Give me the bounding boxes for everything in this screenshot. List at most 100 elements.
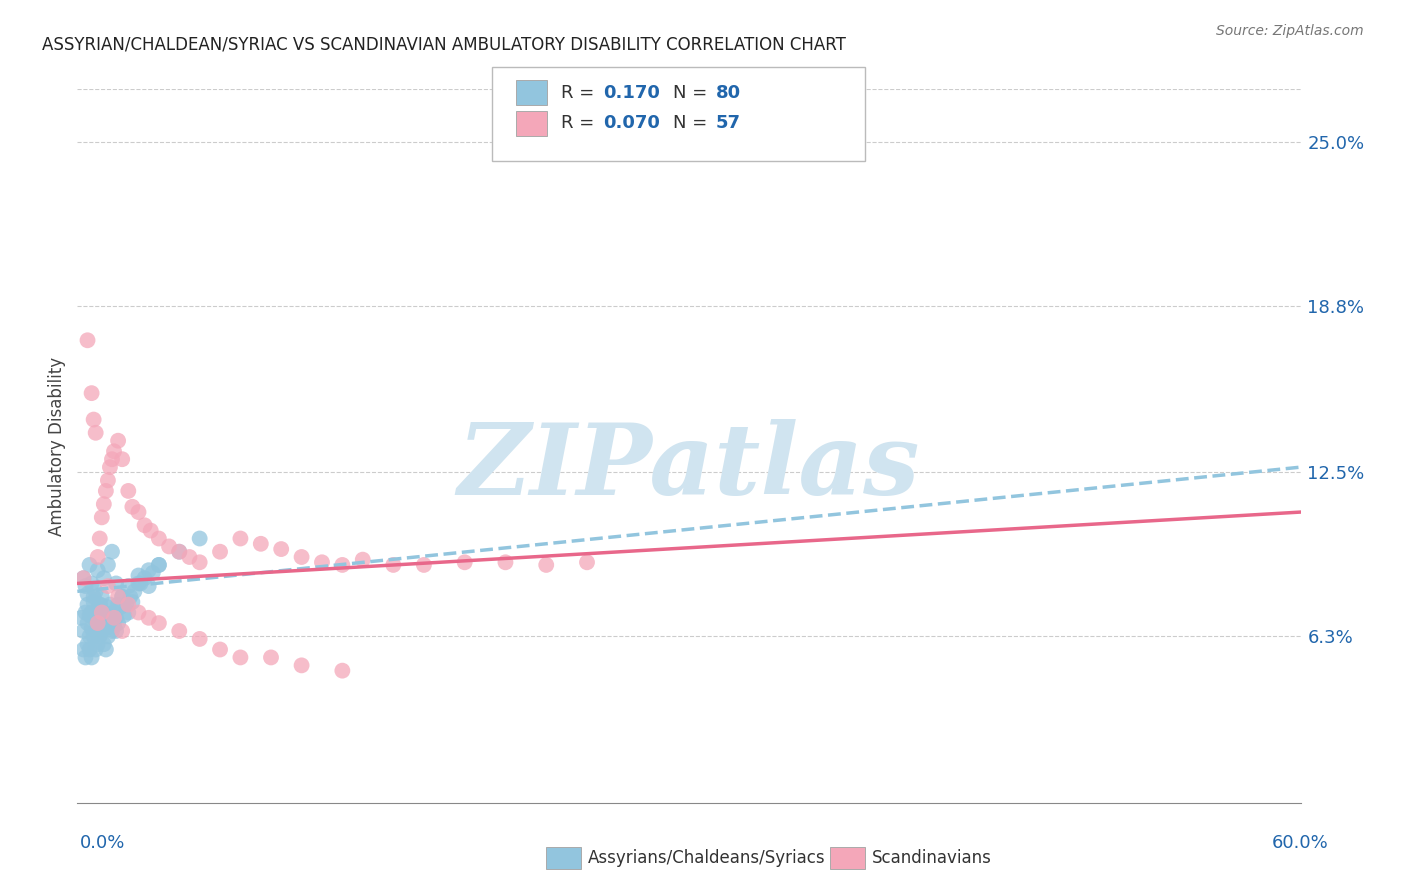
Point (291, 549, 314, 564)
Point (121, 500, 143, 514)
Point (87, 549, 110, 564)
Point (101, 608, 124, 623)
Point (89, 598, 111, 612)
Point (576, 555, 599, 569)
Text: Scandinavians: Scandinavians (872, 849, 991, 867)
Point (332, 664, 354, 678)
Point (495, 555, 517, 569)
Point (80, 621, 103, 635)
Point (108, 600, 131, 615)
Point (87, 603, 110, 617)
Point (229, 650, 252, 665)
Point (188, 532, 211, 546)
Point (169, 545, 191, 559)
Point (101, 452, 124, 467)
Point (103, 606, 125, 620)
Point (107, 590, 129, 604)
Point (105, 576, 128, 591)
Point (112, 608, 135, 623)
Point (148, 616, 170, 631)
Text: 60.0%: 60.0% (1272, 834, 1329, 852)
Point (128, 568, 150, 582)
Point (79, 629, 101, 643)
Point (148, 532, 170, 546)
Text: 0.0%: 0.0% (80, 834, 125, 852)
Point (209, 642, 232, 657)
Point (209, 545, 232, 559)
Point (454, 555, 477, 569)
Point (87, 618, 110, 632)
Point (93, 606, 115, 620)
Point (260, 650, 283, 665)
Point (97, 579, 120, 593)
Point (352, 552, 374, 566)
Point (90, 624, 112, 638)
Point (169, 624, 191, 638)
Point (107, 434, 129, 448)
Point (103, 618, 125, 632)
Text: 80: 80 (716, 84, 741, 102)
Point (79, 608, 101, 623)
Point (90, 608, 112, 623)
Text: Assyrians/Chaldeans/Syriacs: Assyrians/Chaldeans/Syriacs (588, 849, 825, 867)
Text: 57: 57 (716, 114, 741, 132)
Text: N =: N = (673, 114, 713, 132)
Point (80, 386, 103, 401)
Point (107, 616, 129, 631)
Point (72, 571, 94, 585)
Point (105, 611, 128, 625)
Point (84, 608, 107, 623)
Point (138, 563, 160, 577)
Point (169, 545, 191, 559)
Point (120, 590, 142, 604)
Point (536, 558, 558, 572)
Point (84, 624, 107, 638)
Point (115, 598, 138, 612)
Point (84, 642, 107, 657)
Point (291, 658, 314, 673)
Point (80, 576, 103, 591)
Point (72, 571, 94, 585)
Text: ASSYRIAN/CHALDEAN/SYRIAC VS SCANDINAVIAN AMBULATORY DISABILITY CORRELATION CHART: ASSYRIAN/CHALDEAN/SYRIAC VS SCANDINAVIAN… (42, 36, 846, 54)
Point (111, 452, 134, 467)
Point (94, 483, 117, 498)
Point (89, 629, 111, 643)
Point (129, 576, 152, 591)
Point (105, 624, 128, 638)
Point (94, 642, 117, 657)
Point (179, 549, 201, 564)
Point (229, 532, 252, 546)
Point (76, 598, 98, 612)
Point (121, 595, 143, 609)
Point (90, 510, 112, 524)
Point (138, 579, 160, 593)
Point (93, 497, 115, 511)
Point (98, 598, 121, 612)
Point (188, 632, 211, 646)
Point (128, 606, 150, 620)
Point (79, 642, 101, 657)
Point (89, 598, 111, 612)
Point (87, 637, 110, 651)
Point (83, 595, 105, 609)
Point (111, 590, 134, 604)
Point (111, 624, 134, 638)
Point (94, 611, 117, 625)
Text: 0.170: 0.170 (603, 84, 659, 102)
Point (139, 524, 162, 538)
Point (188, 555, 211, 569)
Point (90, 606, 112, 620)
Text: Source: ZipAtlas.com: Source: ZipAtlas.com (1216, 24, 1364, 38)
Point (98, 460, 121, 475)
Point (250, 537, 273, 551)
Point (148, 558, 170, 572)
Point (128, 505, 150, 519)
Point (75, 650, 97, 665)
Point (75, 579, 97, 593)
Point (107, 598, 129, 612)
Point (148, 558, 170, 572)
Point (89, 614, 111, 628)
Point (89, 532, 111, 546)
Point (80, 650, 103, 665)
Point (134, 518, 156, 533)
